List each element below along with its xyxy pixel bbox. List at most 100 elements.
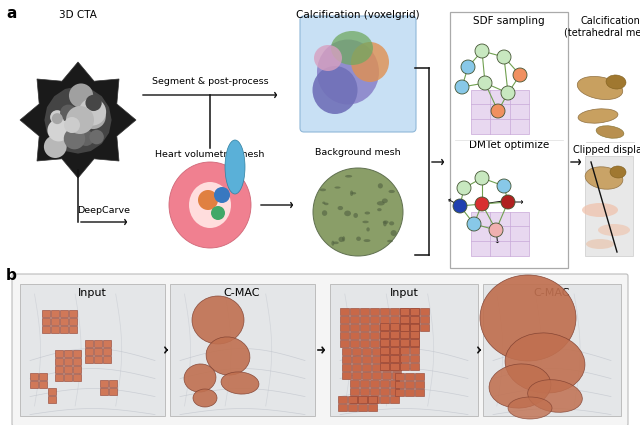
Bar — [410, 332, 419, 339]
Bar — [64, 358, 72, 365]
Bar — [350, 332, 359, 339]
Bar — [350, 316, 359, 323]
Text: b: b — [6, 268, 17, 283]
Bar — [410, 323, 419, 330]
Bar — [350, 340, 359, 347]
Bar — [380, 332, 389, 339]
Ellipse shape — [317, 40, 379, 105]
Ellipse shape — [382, 198, 388, 203]
Ellipse shape — [365, 212, 370, 215]
Text: Background mesh: Background mesh — [315, 148, 401, 157]
FancyBboxPatch shape — [330, 284, 478, 416]
Bar — [340, 316, 349, 323]
Bar — [382, 356, 391, 363]
Bar — [348, 396, 357, 403]
Bar — [64, 350, 72, 357]
Bar — [380, 308, 389, 315]
Circle shape — [475, 44, 489, 58]
Ellipse shape — [339, 237, 344, 242]
Bar — [358, 404, 367, 411]
Bar — [370, 380, 379, 387]
Bar — [39, 373, 47, 380]
Circle shape — [475, 197, 489, 211]
Bar — [382, 372, 391, 379]
Bar — [360, 396, 369, 403]
Bar — [400, 323, 409, 330]
Bar — [340, 324, 349, 331]
Bar — [73, 350, 81, 357]
Bar — [410, 355, 419, 362]
Bar — [362, 348, 371, 355]
Bar — [392, 364, 401, 371]
Circle shape — [475, 171, 489, 185]
Ellipse shape — [333, 241, 339, 244]
Bar — [55, 350, 63, 357]
Bar — [405, 381, 414, 388]
Circle shape — [491, 104, 505, 118]
Bar — [410, 339, 419, 346]
Bar — [370, 340, 379, 347]
Bar — [372, 348, 381, 355]
Bar — [380, 340, 389, 347]
Bar — [410, 347, 419, 354]
Bar — [380, 347, 389, 354]
Ellipse shape — [389, 221, 394, 225]
Bar — [69, 310, 77, 317]
Bar — [420, 316, 429, 323]
Text: Heart volumetric mesh: Heart volumetric mesh — [156, 150, 265, 159]
Bar — [350, 380, 359, 387]
FancyBboxPatch shape — [585, 156, 633, 256]
Circle shape — [64, 128, 85, 149]
Polygon shape — [44, 86, 111, 153]
Circle shape — [81, 104, 106, 129]
Bar — [390, 380, 399, 387]
Ellipse shape — [356, 237, 361, 241]
Text: Calcification (voxelgrid): Calcification (voxelgrid) — [296, 10, 420, 20]
Ellipse shape — [314, 45, 342, 71]
Ellipse shape — [383, 221, 388, 224]
Ellipse shape — [193, 389, 217, 407]
Bar — [390, 332, 399, 339]
Bar — [51, 318, 59, 325]
Bar — [410, 308, 419, 315]
Bar — [362, 372, 371, 379]
Ellipse shape — [344, 210, 351, 216]
Bar — [420, 308, 429, 315]
Ellipse shape — [508, 397, 552, 419]
Ellipse shape — [206, 337, 250, 375]
Bar — [51, 326, 59, 333]
Bar — [400, 308, 409, 315]
Bar — [370, 316, 379, 323]
Bar — [51, 310, 59, 317]
Ellipse shape — [364, 239, 371, 242]
Ellipse shape — [527, 380, 582, 412]
Text: DMTet optimize: DMTet optimize — [469, 140, 549, 150]
Ellipse shape — [221, 372, 259, 394]
Text: 3D CTA: 3D CTA — [59, 10, 97, 20]
Ellipse shape — [353, 213, 358, 218]
Bar — [342, 348, 351, 355]
Bar — [405, 373, 414, 380]
Text: SDF sampling: SDF sampling — [473, 16, 545, 26]
Ellipse shape — [480, 275, 576, 361]
Ellipse shape — [388, 190, 395, 193]
Ellipse shape — [598, 224, 630, 236]
Ellipse shape — [332, 241, 334, 246]
Bar — [338, 396, 347, 403]
Bar — [390, 396, 399, 403]
Text: Input: Input — [77, 288, 106, 298]
Ellipse shape — [322, 201, 325, 204]
Ellipse shape — [582, 203, 618, 217]
Bar — [410, 363, 419, 370]
Circle shape — [467, 217, 481, 231]
Circle shape — [90, 130, 104, 144]
Bar — [415, 381, 424, 388]
Ellipse shape — [351, 192, 356, 195]
Bar — [410, 324, 419, 331]
Bar — [352, 364, 361, 371]
Ellipse shape — [366, 227, 370, 232]
Circle shape — [79, 98, 106, 125]
Bar — [60, 310, 68, 317]
Ellipse shape — [383, 221, 387, 227]
FancyBboxPatch shape — [300, 16, 416, 132]
